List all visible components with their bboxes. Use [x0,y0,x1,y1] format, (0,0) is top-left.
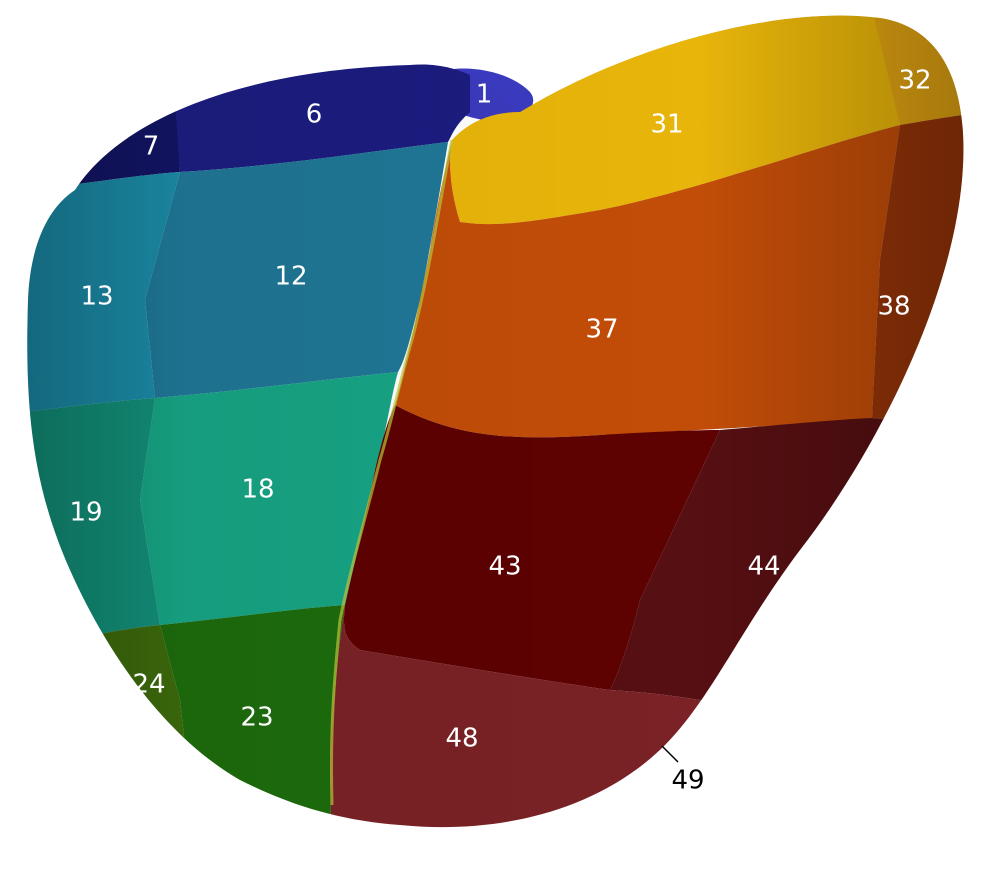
segment-label-7: 7 [143,132,160,162]
segment-label-37: 37 [585,315,618,345]
label-49-leader-line [661,745,679,763]
segment-label-18: 18 [241,475,274,505]
segment-label-43: 43 [488,552,521,582]
segment-label-1: 1 [476,80,493,110]
segment-label-44: 44 [747,552,780,582]
segment-label-38: 38 [877,292,910,322]
segment-label-13: 13 [80,282,113,312]
segment-49 [690,700,964,828]
segment-label-31: 31 [650,110,683,140]
segment-label-23: 23 [240,703,273,733]
septal-ridge-line [329,139,454,806]
segment-label-24: 24 [132,670,165,700]
segment-label-19: 19 [69,498,102,528]
segment-label-6: 6 [306,100,323,130]
segment-label-48: 48 [445,724,478,754]
segment-label-49: 49 [671,766,704,796]
segment-label-12: 12 [274,262,307,292]
segment-label-32: 32 [898,66,931,96]
